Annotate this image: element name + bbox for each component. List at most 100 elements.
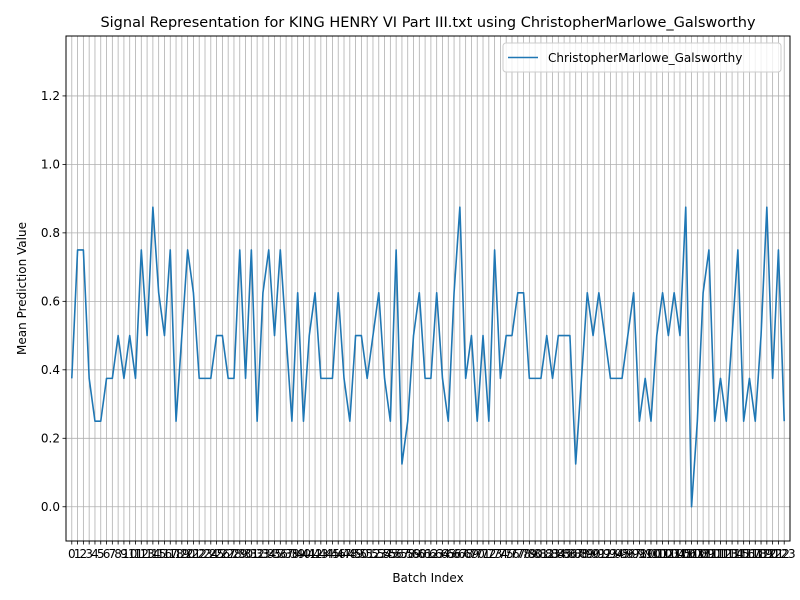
x-tick-label: 112 (709, 547, 732, 561)
x-tick-label: 102 (651, 547, 674, 561)
x-tick-label: 13 (139, 547, 154, 561)
x-tick-label: 27 (221, 547, 236, 561)
x-tick-label: 106 (674, 547, 697, 561)
x-tick-label: 74 (493, 547, 508, 561)
x-tick-label: 11 (128, 547, 143, 561)
x-tick-label: 105 (668, 547, 691, 561)
x-tick-label: 16 (157, 547, 172, 561)
x-tick-label: 84 (551, 547, 566, 561)
x-tick-label: 107 (680, 547, 703, 561)
x-tick-label: 101 (645, 547, 668, 561)
x-tick-label: 121 (761, 547, 784, 561)
x-tick-label: 7 (109, 547, 117, 561)
x-tick-label: 10 (122, 547, 137, 561)
x-tick-label: 104 (663, 547, 686, 561)
x-tick-label: 5 (97, 547, 105, 561)
y-ticks: 0.0 0.2 0.4 0.6 0.8 1.0 1.2 (41, 89, 66, 514)
x-tick-label: 40 (296, 547, 311, 561)
x-tick-label: 14 (145, 547, 160, 561)
x-tick-label: 91 (591, 547, 606, 561)
x-tick-label: 78 (516, 547, 531, 561)
x-tick-label: 92 (597, 547, 612, 561)
x-tick-label: 72 (481, 547, 496, 561)
x-tick-label: 75 (499, 547, 514, 561)
x-tick-label: 103 (657, 547, 680, 561)
x-tick-label: 4 (91, 547, 99, 561)
x-tick-label: 82 (539, 547, 554, 561)
x-tick-label: 1 (74, 547, 82, 561)
y-tick-label: 0.2 (41, 431, 60, 445)
x-tick-label: 90 (585, 547, 600, 561)
x-tick-label: 117 (738, 547, 761, 561)
x-tick-label: 89 (580, 547, 595, 561)
x-tick-label: 18 (168, 547, 183, 561)
y-tick-label: 0.0 (41, 500, 60, 514)
x-tick-label: 62 (423, 547, 438, 561)
x-tick-label: 22 (192, 547, 207, 561)
x-tick-label: 116 (732, 547, 755, 561)
x-tick-label: 8 (114, 547, 122, 561)
x-tick-label: 35 (267, 547, 282, 561)
x-tick-label: 53 (371, 547, 386, 561)
x-tick-label: 93 (603, 547, 618, 561)
x-tick-label: 83 (545, 547, 560, 561)
x-tick-label: 9 (120, 547, 128, 561)
x-tick-label: 17 (163, 547, 178, 561)
legend-box (502, 42, 782, 73)
y-tick-label: 1.0 (41, 157, 60, 171)
x-tick-label: 109 (692, 547, 715, 561)
x-tick-label: 3 (85, 547, 93, 561)
x-tick-label: 97 (626, 547, 641, 561)
x-tick-label: 48 (342, 547, 357, 561)
x-tick-label: 95 (614, 547, 629, 561)
x-tick-label: 36 (273, 547, 288, 561)
x-tick-label: 88 (574, 547, 589, 561)
y-tick-label: 1.2 (41, 89, 60, 103)
x-tick-label: 63 (429, 547, 444, 561)
x-tick-label: 6 (103, 547, 111, 561)
x-tick-label: 65 (441, 547, 456, 561)
x-tick-label: 110 (697, 547, 720, 561)
x-tick-label: 21 (186, 547, 201, 561)
x-tick-label: 58 (400, 547, 415, 561)
x-tick-label: 118 (744, 547, 767, 561)
x-tick-label: 37 (278, 547, 293, 561)
x-tick-label: 33 (255, 547, 270, 561)
x-tick-label: 19 (174, 547, 189, 561)
x-tick-label: 60 (412, 547, 427, 561)
x-tick-label: 79 (522, 547, 537, 561)
x-tick-label: 69 (464, 547, 479, 561)
x-tick-label: 51 (360, 547, 375, 561)
x-tick-label: 0 (68, 547, 76, 561)
x-tick-label: 39 (290, 547, 305, 561)
x-tick-label: 2 (80, 547, 88, 561)
x-tick-label: 99 (638, 547, 653, 561)
x-tick-label: 111 (703, 547, 726, 561)
x-tick-label: 44 (319, 547, 334, 561)
series-layer (70, 206, 786, 508)
x-tick-label: 94 (609, 547, 624, 561)
x-tick-label: 96 (620, 547, 635, 561)
x-tick-label: 42 (307, 547, 322, 561)
x-tick-label: 87 (568, 547, 583, 561)
x-tick-label: 61 (417, 547, 432, 561)
x-tick-label: 24 (203, 547, 218, 561)
x-tick-label: 47 (336, 547, 351, 561)
x-tick-label: 49 (348, 547, 363, 561)
x-tick-label: 20 (180, 547, 195, 561)
x-tick-label: 15 (151, 547, 166, 561)
x-tick-label: 25 (209, 547, 224, 561)
x-tick-label: 123 (773, 547, 796, 561)
y-tick-label: 0.6 (41, 294, 60, 308)
x-tick-label: 46 (331, 547, 346, 561)
x-tick-label: 34 (261, 547, 276, 561)
y-axis-title: Mean Prediction Value (15, 222, 29, 355)
x-tick-label: 23 (197, 547, 212, 561)
x-tick-label: 54 (377, 547, 392, 561)
legend: ChristopherMarlowe_Galsworthy (502, 42, 782, 73)
x-tick-label: 120 (755, 547, 778, 561)
x-tick-label: 115 (726, 547, 749, 561)
legend-label: ChristopherMarlowe_Galsworthy (548, 51, 742, 65)
x-tick-label: 12 (134, 547, 149, 561)
